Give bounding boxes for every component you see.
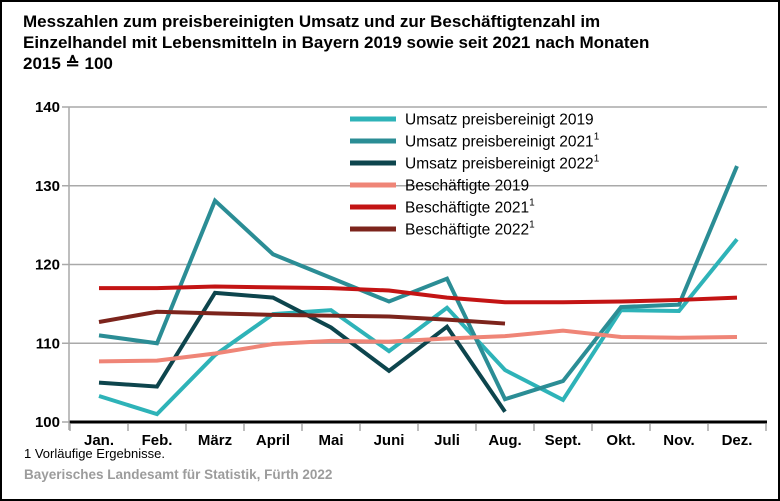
source: Bayerisches Landesamt für Statistik, Für…: [24, 467, 333, 482]
chart-title: Messzahlen zum preisbereinigten Umsatz u…: [23, 11, 768, 74]
legend-label-superscript: 1: [594, 154, 600, 165]
legend-label-umsatz-preisbereinigt-2022: Umsatz preisbereinigt 20221: [405, 154, 600, 173]
legend-label-besch-ftigte-2021: Beschäftigte 20211: [405, 198, 535, 217]
x-axis-label-feb: Feb.: [142, 432, 173, 449]
y-axis-label: 120: [35, 257, 60, 274]
series-line-besch-ftigte-2019: [98, 328, 738, 364]
footnote: 1 Vorläufige Ergebnisse.: [24, 446, 165, 461]
x-axis-label-jan: Jan.: [84, 432, 114, 449]
y-axis-label: 130: [35, 178, 60, 195]
x-axis-label-juli: Juli: [434, 432, 460, 449]
series-line-besch-ftigte-2021: [99, 284, 738, 305]
chart-title-line-1: Messzahlen zum preisbereinigten Umsatz u…: [23, 12, 601, 31]
series-line-umsatz-preisbereinigt-2022: [98, 290, 507, 413]
series-line-besch-ftigte-2022: [98, 309, 506, 326]
series-line-umsatz-preisbereinigt-2021: [98, 165, 739, 402]
legend-label-besch-ftigte-2022: Beschäftigte 20221: [405, 220, 535, 239]
x-axis-label-okt: Okt.: [606, 432, 635, 449]
x-axis-label-juni: Juni: [374, 432, 405, 449]
series-line-umsatz-preisbereinigt-2019: [98, 238, 739, 417]
x-axis-label-mai: Mai: [318, 432, 343, 449]
chart-title-line-3: 2015 ≙ 100: [23, 54, 113, 73]
chart-title-line-2: Einzelhandel mit Lebensmitteln in Bayern…: [23, 33, 650, 52]
x-axis-label-m-rz: März: [198, 432, 232, 449]
x-axis-label-dez: Dez.: [722, 432, 753, 449]
legend-label-umsatz-preisbereinigt-2019: Umsatz preisbereinigt 2019: [405, 112, 594, 129]
y-axis-label: 110: [36, 335, 60, 352]
legend-label-superscript: 1: [594, 132, 600, 143]
y-axis-label: 100: [35, 414, 60, 431]
x-axis-label-sept: Sept.: [545, 432, 582, 449]
y-axis-label: 140: [35, 99, 60, 116]
legend-label-besch-ftigte-2019: Beschäftigte 2019: [405, 178, 529, 195]
x-axis-label-april: April: [256, 432, 290, 449]
x-axis-label-nov: Nov.: [663, 432, 694, 449]
x-axis-label-aug: Aug.: [488, 432, 521, 449]
legend-label-superscript: 1: [529, 220, 535, 231]
legend-label-superscript: 1: [529, 198, 535, 209]
legend-label-umsatz-preisbereinigt-2021: Umsatz preisbereinigt 20211: [405, 132, 600, 151]
